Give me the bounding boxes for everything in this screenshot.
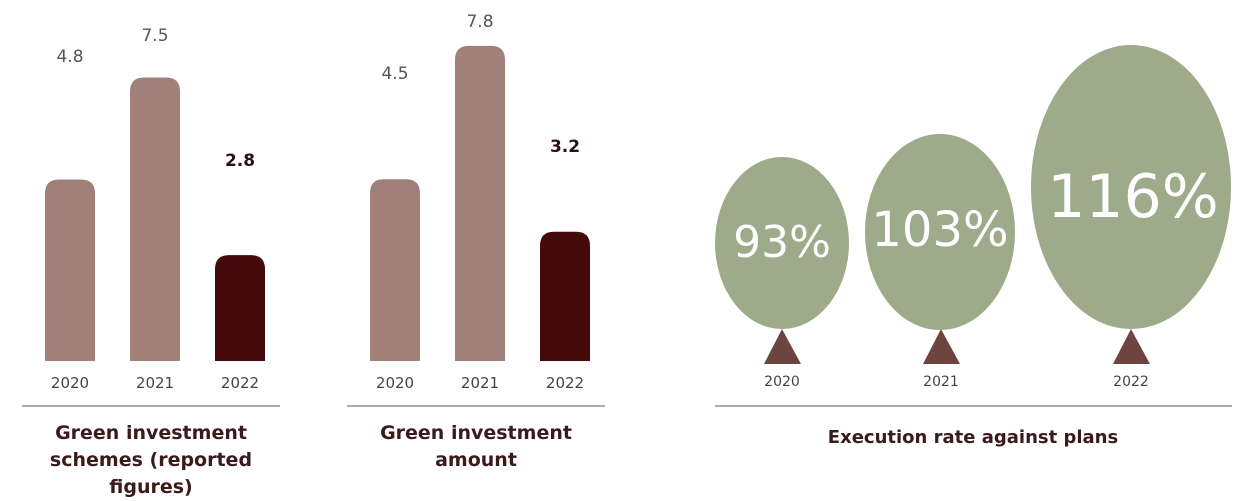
bubble-2021 xyxy=(865,134,1015,330)
x-tick-2022: 2022 xyxy=(546,374,584,392)
chart-title-schemes: Green investment schemes (reported figur… xyxy=(49,422,253,498)
bar-2020 xyxy=(370,179,420,361)
bubble-value-2022: 116% xyxy=(1047,162,1219,232)
bar-value-label-2020: 4.5 xyxy=(381,64,408,84)
bar-2021 xyxy=(455,45,505,361)
execution-rate-bubble-chart: 93% 103% 116% 2020 2021 2022 xyxy=(715,45,1232,407)
bar-2022 xyxy=(215,255,265,361)
bubble-value-2020: 93% xyxy=(733,217,831,268)
trunk-2021 xyxy=(923,329,960,364)
amount-bar-chart: 4.5 7.8 3.2 2020 2021 2022 xyxy=(347,12,605,407)
x-tick-2021: 2021 xyxy=(136,374,174,392)
bar-value-label-2022: 2.8 xyxy=(225,151,255,171)
x-tick-2020: 2020 xyxy=(376,374,414,392)
x-tick-2021: 2021 xyxy=(923,374,959,390)
bar-2022 xyxy=(540,231,590,361)
bar-value-label-2020: 4.8 xyxy=(56,47,83,67)
bar-2020 xyxy=(45,179,95,361)
bar-value-label-2021: 7.8 xyxy=(466,12,493,32)
x-tick-2022: 2022 xyxy=(1113,374,1149,390)
x-tick-2020: 2020 xyxy=(764,374,800,390)
x-tick-2020: 2020 xyxy=(51,374,89,392)
bar-2021 xyxy=(130,77,180,361)
bubble-2020 xyxy=(715,157,849,329)
x-tick-2022: 2022 xyxy=(221,374,259,392)
bubble-2022 xyxy=(1031,45,1231,329)
chart-title-execution-rate: Execution rate against plans xyxy=(827,427,1119,448)
bar-value-label-2022: 3.2 xyxy=(550,137,580,157)
schemes-bar-chart: 4.8 7.5 2.8 2020 2021 2022 xyxy=(22,26,280,407)
x-tick-2021: 2021 xyxy=(461,374,499,392)
bubble-value-2021: 103% xyxy=(871,202,1008,258)
bar-value-label-2021: 7.5 xyxy=(141,26,168,46)
trunk-2022 xyxy=(1113,329,1150,364)
chart-title-amount: Green investment amount xyxy=(380,422,572,471)
trunk-2020 xyxy=(764,329,801,364)
